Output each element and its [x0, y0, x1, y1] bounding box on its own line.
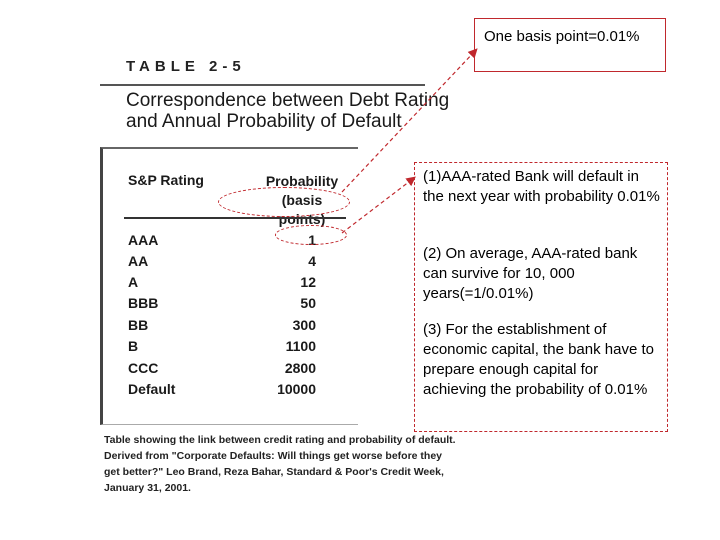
table-caption: Table showing the link between credit ra…: [104, 432, 504, 496]
notes-callout-box: [414, 162, 668, 432]
probability-cell: 50: [300, 295, 316, 311]
rating-cell: B: [128, 338, 139, 354]
rating-cell: BBB: [128, 295, 159, 311]
table-title-line2: and Annual Probability of Default: [126, 111, 402, 132]
arrow-to-aaa-note: [341, 176, 416, 234]
header-rule: [124, 217, 346, 219]
table-row: BB 300: [128, 317, 316, 338]
aaa-value-highlight: [275, 225, 347, 245]
table-row: BBB 50: [128, 295, 316, 316]
caption-line1: Table showing the link between credit ra…: [104, 434, 456, 446]
column-header-probability-line1: Probability: [265, 173, 339, 189]
probability-cell: 2800: [284, 360, 316, 376]
table-row: CCC 2800: [128, 360, 316, 381]
table-row: Default 10000: [128, 381, 316, 402]
rating-cell: AA: [128, 253, 149, 269]
rating-cell: A: [128, 274, 139, 290]
note-survival: (2) On average, AAA-rated bank can survi…: [423, 245, 638, 302]
probability-cell: 10000: [277, 381, 316, 397]
basis-point-callout: One basis point=0.01%: [484, 28, 640, 45]
table-row: A 12: [128, 274, 316, 295]
note-economic-capital: (3) For the establishment of economic ca…: [423, 321, 654, 398]
rating-cell: BB: [128, 317, 149, 333]
caption-line4: January 31, 2001.: [104, 482, 191, 494]
basis-points-highlight: [218, 187, 350, 217]
rating-cell: Default: [128, 381, 176, 397]
probability-cell: 12: [300, 274, 316, 290]
table-title-line1: Correspondence between Debt Rating: [126, 90, 450, 111]
caption-line3: get better?" Leo Brand, Reza Bahar, Stan…: [104, 466, 444, 478]
note-aaa-default: (1)AAA-rated Bank will default in the ne…: [423, 168, 660, 205]
table-frame: [100, 147, 358, 425]
table-title: Correspondence between Debt Rating and A…: [126, 90, 546, 132]
arrow-to-basis-point-note: [341, 48, 478, 193]
probability-cell: 1100: [285, 338, 316, 354]
rating-cell: CCC: [128, 360, 159, 376]
probability-cell: 300: [292, 317, 316, 333]
table-label: TABLE 2-5: [126, 58, 246, 75]
basis-point-callout-box: [474, 18, 666, 72]
table-top-rule: [100, 84, 425, 86]
column-header-rating: S&P Rating: [128, 172, 204, 188]
rating-cell: AAA: [128, 232, 159, 248]
caption-line2: Derived from "Corporate Defaults: Will t…: [104, 450, 443, 462]
probability-cell: 4: [308, 253, 316, 269]
table-row: B 1100: [128, 338, 316, 359]
table-row: AA 4: [128, 253, 316, 274]
